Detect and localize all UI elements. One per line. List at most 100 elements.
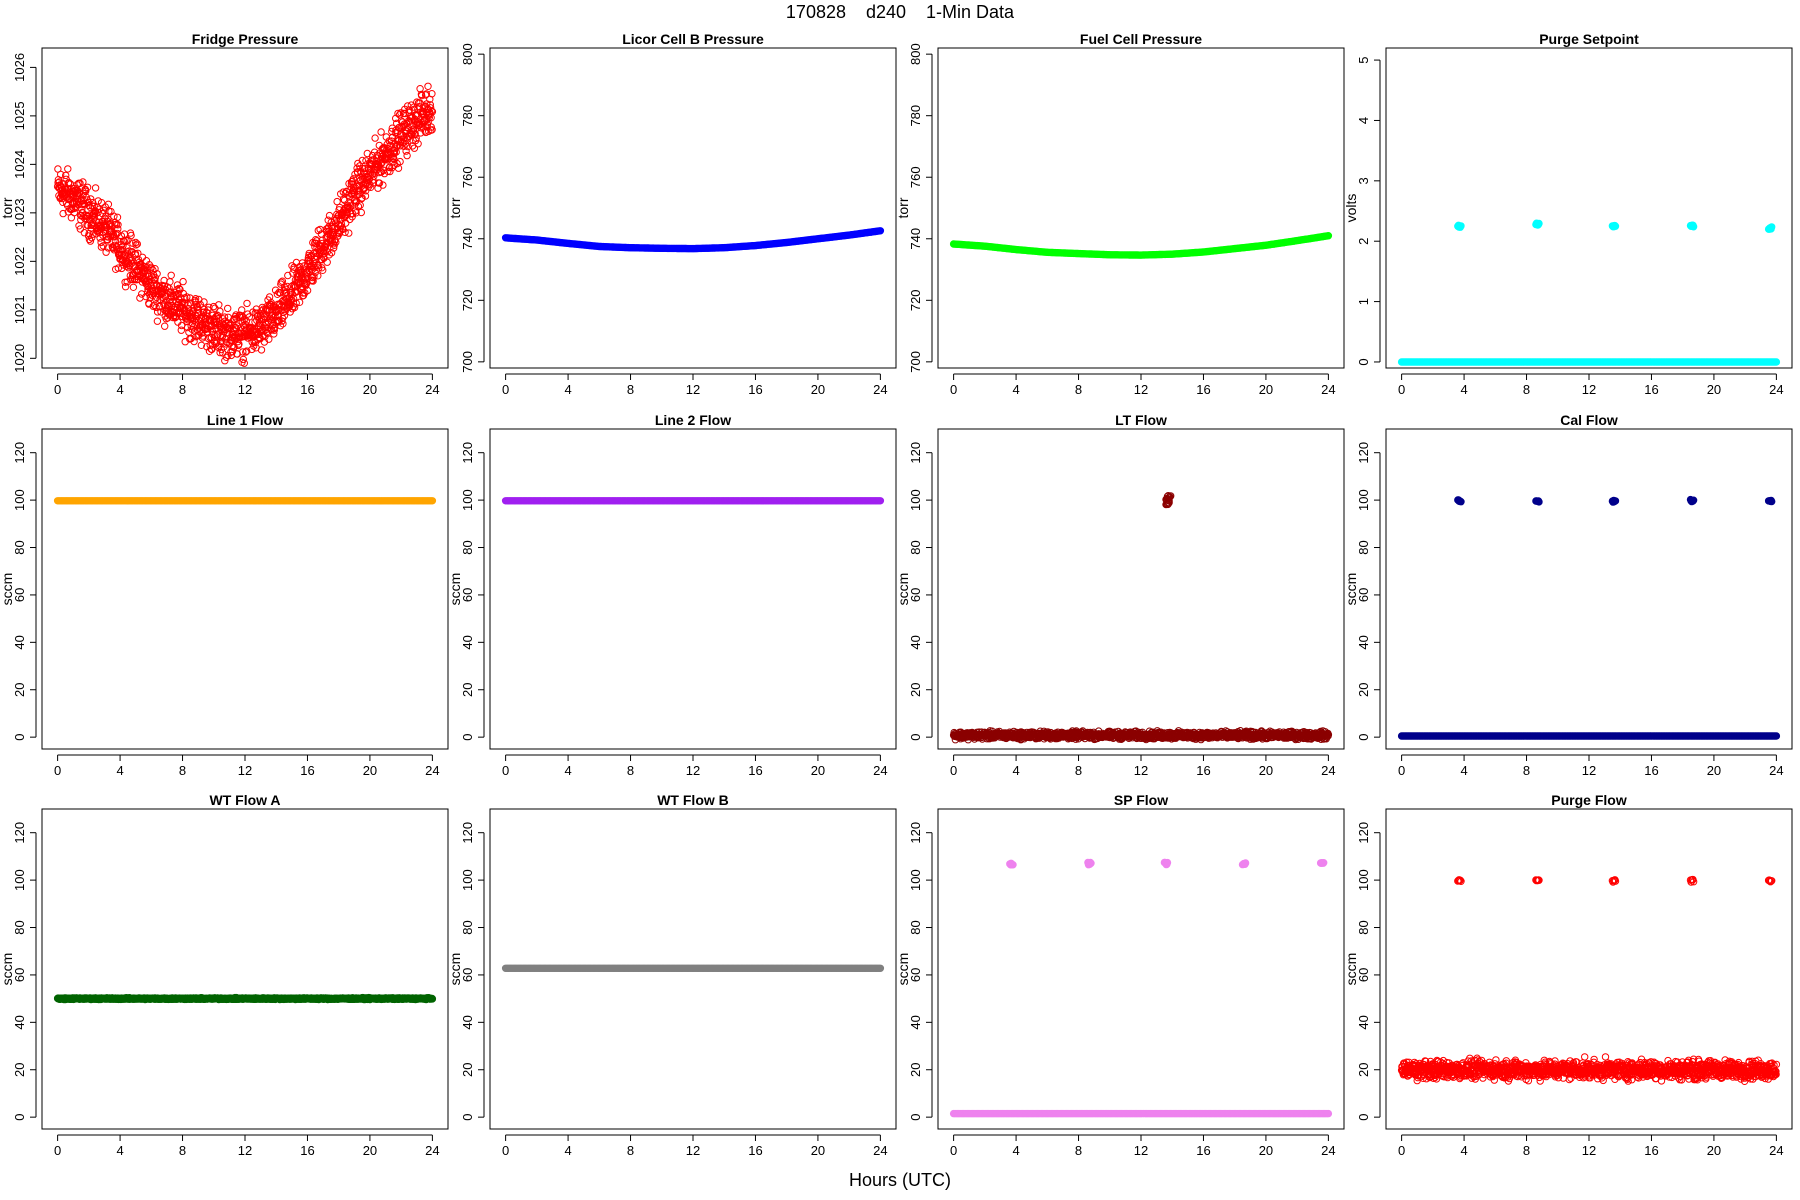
data-point	[238, 306, 246, 314]
data-point	[89, 198, 97, 207]
page-title: 170828 d240 1-Min Data	[785, 2, 1015, 22]
data-point	[183, 293, 191, 301]
y-tick-label: 1026	[12, 53, 27, 82]
data-point	[422, 90, 431, 98]
data-point	[285, 303, 293, 312]
data-point	[352, 209, 360, 217]
data-point	[132, 241, 140, 249]
data-point	[354, 202, 363, 211]
data-point	[268, 312, 276, 320]
data-point	[295, 298, 304, 306]
data-point	[316, 225, 324, 234]
plot-frame	[1385, 428, 1793, 750]
data-points	[1397, 219, 1781, 366]
x-tick-label: 0	[1398, 763, 1405, 778]
data-point	[350, 189, 359, 197]
y-tick-label: 100	[460, 489, 475, 511]
x-tick-label: 16	[1644, 763, 1658, 778]
data-point	[232, 311, 240, 319]
x-tick-label: 16	[748, 763, 762, 778]
y-tick-label: 3	[1356, 177, 1371, 184]
plot-frame	[489, 47, 897, 369]
y-tick-label: 740	[908, 228, 923, 250]
x-tick-label: 12	[686, 382, 700, 397]
x-tick-label: 8	[1523, 382, 1530, 397]
data-point	[159, 296, 168, 304]
y-tick-label: 80	[908, 540, 923, 554]
data-point	[87, 195, 95, 203]
x-tick-label: 16	[1196, 382, 1210, 397]
data-point	[279, 320, 287, 328]
y-tick-label: 20	[460, 683, 475, 697]
data-point	[421, 127, 429, 135]
x-tick-label: 12	[1134, 382, 1148, 397]
data-point	[151, 273, 160, 282]
x-tick-label: 20	[1259, 382, 1273, 397]
data-point	[371, 134, 379, 142]
data-point	[127, 256, 136, 264]
data-point	[351, 196, 359, 204]
plot-frame	[489, 428, 897, 750]
data-point	[177, 321, 186, 330]
data-point	[59, 209, 67, 218]
data-point	[114, 221, 122, 229]
data-point	[427, 107, 436, 115]
data-points	[501, 497, 885, 505]
data-points	[949, 232, 1333, 259]
panel-title: LT Flow	[1115, 412, 1167, 428]
data-point	[91, 184, 100, 192]
data-point	[64, 165, 72, 173]
data-point	[292, 299, 300, 307]
data-point	[221, 357, 229, 365]
x-tick-label: 16	[748, 382, 762, 397]
x-tick-label: 20	[1259, 763, 1273, 778]
data-point	[270, 326, 278, 334]
data-point	[108, 231, 117, 239]
y-tick-label: 1022	[12, 247, 27, 276]
data-point	[876, 497, 885, 505]
x-tick-label: 20	[811, 382, 825, 397]
data-point	[129, 283, 138, 291]
data-point	[184, 301, 192, 309]
data-point	[113, 229, 122, 238]
x-tick-label: 4	[116, 382, 123, 397]
y-tick-label: 60	[12, 588, 27, 602]
y-axis-label: volts	[1343, 194, 1359, 223]
data-point	[57, 170, 65, 179]
data-point	[1535, 219, 1543, 228]
data-point	[127, 231, 135, 240]
data-point	[310, 273, 318, 281]
data-point	[144, 272, 153, 280]
data-point	[250, 342, 258, 350]
x-tick-label: 24	[1769, 763, 1783, 778]
data-point	[102, 248, 110, 256]
x-tick-label: 12	[1582, 763, 1596, 778]
data-point	[386, 163, 394, 172]
data-point	[414, 140, 422, 148]
x-tick-label: 4	[564, 763, 571, 778]
x-tick-label: 24	[1321, 382, 1335, 397]
x-tick-label: 24	[873, 382, 887, 397]
data-point	[166, 278, 174, 286]
data-point	[1768, 223, 1776, 231]
y-tick-label: 1024	[12, 150, 27, 179]
x-tick-label: 4	[1460, 382, 1467, 397]
data-point	[308, 251, 316, 259]
x-tick-label: 0	[54, 382, 61, 397]
data-point	[390, 149, 399, 157]
y-axis-label: torr	[0, 197, 15, 218]
x-tick-label: 8	[179, 382, 186, 397]
x-tick-label: 4	[116, 763, 123, 778]
x-tick-label: 20	[1707, 763, 1721, 778]
plot-frame	[41, 47, 449, 369]
data-point	[153, 317, 162, 325]
y-tick-label: 120	[12, 442, 27, 464]
data-point	[209, 302, 218, 311]
data-point	[240, 359, 249, 367]
data-point	[428, 90, 436, 98]
y-tick-label: 80	[12, 540, 27, 554]
data-point	[428, 108, 437, 116]
data-point	[418, 91, 426, 100]
data-point	[357, 208, 365, 217]
